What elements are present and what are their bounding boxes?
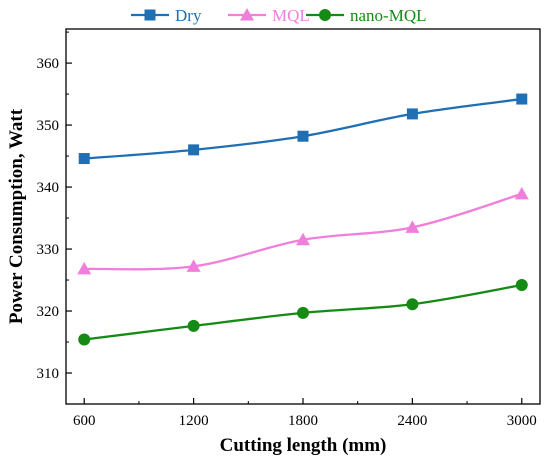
series-layer — [77, 93, 529, 346]
data-point-dry — [78, 153, 90, 165]
series-nano-mql — [78, 278, 528, 346]
data-point-dry — [516, 93, 528, 105]
y-tick-label: 310 — [37, 366, 60, 382]
x-axis-title: Cutting length (mm) — [220, 435, 387, 456]
x-axis: 600 1200 1800 2400 3000 — [73, 398, 537, 429]
x-tick-label: 1800 — [288, 413, 318, 429]
legend-label: MQL — [272, 6, 310, 25]
data-point-nano-mql — [78, 333, 91, 346]
y-tick-label: 360 — [37, 56, 60, 72]
y-axis-title: Power Consumption, Watt — [6, 108, 27, 324]
y-tick-label: 320 — [37, 304, 60, 320]
series-dry — [78, 93, 528, 165]
y-tick-label: 350 — [37, 118, 60, 134]
x-tick-label: 600 — [73, 413, 96, 429]
legend-label: Dry — [175, 6, 202, 25]
data-point-nano-mql — [187, 319, 200, 332]
x-tick-label: 3000 — [507, 413, 537, 429]
legend-marker — [144, 9, 156, 21]
y-tick-label: 340 — [37, 180, 60, 196]
legend-item-dry: Dry — [131, 6, 202, 25]
y-tick-label: 330 — [37, 242, 60, 258]
data-point-mql — [296, 232, 310, 246]
legend: Dry MQL nano-MQL — [131, 6, 426, 25]
y-axis: 310 320 330 340 350 360 — [37, 31, 72, 382]
data-point-mql — [405, 220, 420, 233]
plot-frame — [65, 28, 541, 405]
data-point-nano-mql — [515, 278, 528, 291]
data-point-dry — [297, 130, 309, 142]
data-point-dry — [406, 108, 418, 120]
legend-item-mql: MQL — [228, 6, 310, 25]
legend-item-nano-mql: nano-MQL — [306, 6, 426, 25]
series-line-mql — [84, 192, 523, 271]
x-tick-label: 2400 — [397, 413, 427, 429]
legend-marker — [240, 8, 254, 21]
series-line-dry — [84, 97, 522, 160]
x-tick-label: 1200 — [179, 413, 209, 429]
series-mql — [77, 186, 529, 275]
data-point-nano-mql — [406, 298, 419, 311]
data-point-mql — [514, 186, 529, 200]
data-point-mql — [77, 261, 92, 275]
legend-label: nano-MQL — [350, 6, 426, 25]
data-point-mql — [186, 259, 201, 272]
data-point-dry — [188, 144, 200, 156]
data-point-nano-mql — [297, 306, 309, 319]
legend-marker — [319, 9, 331, 21]
